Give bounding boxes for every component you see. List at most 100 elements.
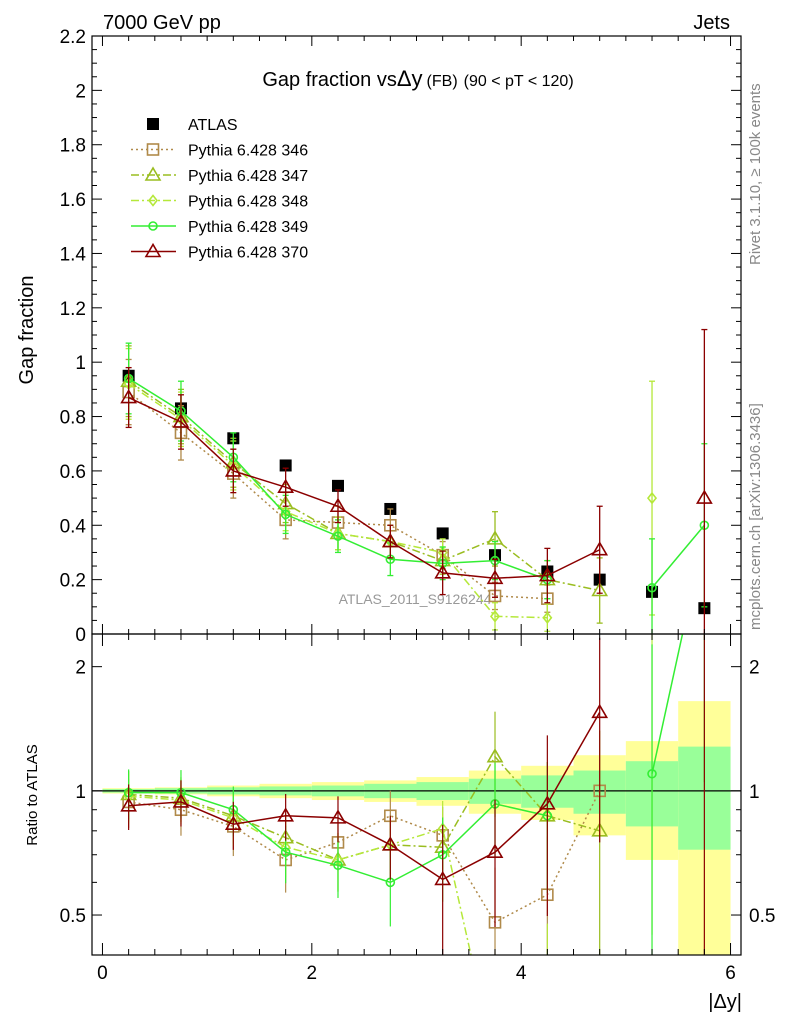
data-point	[277, 478, 295, 494]
data-point	[434, 564, 452, 579]
data-point	[120, 388, 138, 404]
series-5	[120, 328, 713, 634]
series-2	[120, 345, 609, 624]
main-panel: 0 0.2 0.4 0.6 0.8 1 1.2 1.4 1.6 1.8 2 2.2	[60, 27, 742, 646]
series-3	[123, 347, 658, 632]
ratio-point	[329, 809, 347, 824]
ratio-point	[486, 843, 504, 859]
ratio-y-tick-label-left: 1	[75, 782, 86, 803]
title-part-fb: (FB)	[427, 73, 458, 90]
series-0	[122, 369, 711, 615]
ratio-point	[172, 793, 190, 808]
chart-title: Gap fraction vsΔy (FB) (90 < pT < 120)	[262, 66, 573, 91]
ratio-point	[277, 807, 295, 822]
legend-label: Pythia 6.428 348	[188, 194, 308, 211]
ratio-point	[280, 847, 291, 858]
data-point	[695, 489, 713, 504]
legend-marker	[147, 194, 159, 207]
title-part-main: Gap fraction vs	[262, 69, 397, 91]
legend-marker	[144, 166, 162, 181]
data-point	[591, 541, 609, 556]
x-tick-label: 6	[725, 963, 736, 984]
legend-label: Pythia 6.428 347	[188, 168, 308, 185]
ratio-line	[128, 790, 601, 924]
data-point	[591, 581, 609, 597]
legend-entry: Pythia 6.428 347	[131, 166, 308, 185]
legend-entry: Pythia 6.428 348	[131, 194, 308, 211]
process-label: Jets	[693, 12, 730, 34]
data-point	[381, 532, 399, 548]
ratio-point	[434, 870, 452, 886]
ratio-point	[591, 703, 609, 719]
analysis-watermark: ATLAS_2011_S9126244	[339, 591, 492, 607]
ratio-point	[381, 836, 399, 851]
y-tick-label: 2.2	[60, 27, 86, 48]
data-point	[542, 611, 553, 624]
ratio-y-tick-label-right: 1	[749, 782, 760, 803]
x-tick-label: 4	[516, 963, 527, 984]
data-point	[489, 610, 501, 623]
y-tick-label: 0.2	[60, 571, 86, 592]
energy-label: 7000 GeV pp	[103, 12, 221, 34]
ratio-series-group	[92, 634, 741, 955]
ratio-panel: 0.5 0.5 1 1 2 2 0 2 4 6	[60, 633, 775, 984]
y-tick-label: 1.4	[60, 244, 87, 265]
ratio-point	[486, 748, 504, 763]
main-ylabel: Gap fraction	[16, 276, 38, 385]
ratio-y-tick-label-left: 0.5	[60, 906, 86, 927]
legend-entry: Pythia 6.428 349	[131, 219, 308, 236]
ratio-series-1	[120, 711, 609, 955]
data-point	[172, 413, 190, 428]
ratio-point	[333, 860, 343, 871]
data-point	[329, 497, 347, 513]
y-tick-label: 2	[75, 81, 86, 102]
data-point	[436, 527, 449, 540]
legend-entry: ATLAS	[147, 117, 238, 134]
data-point	[280, 509, 291, 520]
legend-entry: Pythia 6.428 370	[131, 242, 308, 262]
y-tick-label: 0.4	[60, 516, 87, 537]
y-tick-label: 1	[75, 353, 86, 374]
legend-label: Pythia 6.428 346	[188, 143, 308, 160]
legend-marker	[147, 118, 159, 130]
ratio-y-tick-label-left: 2	[75, 658, 86, 679]
ratio-y-tick-label-right: 2	[749, 658, 760, 679]
series-line	[128, 380, 600, 592]
ratio-xlabel: |Δy|	[708, 991, 742, 1013]
x-tick-label: 2	[307, 963, 318, 984]
rivet-label: Rivet 3.1.10, ≥ 100k events	[747, 83, 764, 265]
series-line	[128, 396, 601, 580]
y-tick-label: 1.2	[60, 299, 86, 320]
data-point	[646, 491, 658, 505]
legend-label: ATLAS	[188, 117, 238, 134]
ratio-line	[651, 634, 684, 774]
main-series-group	[120, 328, 713, 634]
legend-marker	[144, 242, 162, 258]
ratio-ylabel: Ratio to ATLAS	[24, 744, 41, 845]
data-point	[486, 569, 504, 585]
ratio-point	[647, 768, 657, 779]
ratio-line	[128, 711, 601, 881]
y-tick-label: 0	[75, 625, 86, 646]
ratio-series-3	[123, 634, 705, 955]
title-part-delta: Δy	[397, 66, 423, 91]
ratio-line	[128, 795, 472, 955]
series-line	[651, 524, 705, 589]
series-line	[128, 391, 548, 600]
ratio-point	[224, 815, 242, 831]
data-point	[224, 462, 242, 477]
legend-label: Pythia 6.428 349	[188, 219, 308, 236]
legend-marker	[148, 221, 158, 231]
ratio-series-4	[120, 634, 705, 955]
ratio-y-tick-label-right: 0.5	[749, 906, 775, 927]
y-tick-label: 0.8	[60, 408, 86, 429]
series-line	[128, 377, 548, 581]
data-point	[331, 479, 344, 492]
y-tick-label: 0.6	[60, 462, 86, 483]
y-tick-label: 1.8	[60, 136, 86, 157]
data-point	[647, 582, 657, 593]
ratio-point	[538, 795, 556, 810]
data-point	[333, 531, 343, 541]
y-tick-label: 1.6	[60, 190, 86, 211]
legend-entry: Pythia 6.428 346	[131, 143, 308, 160]
